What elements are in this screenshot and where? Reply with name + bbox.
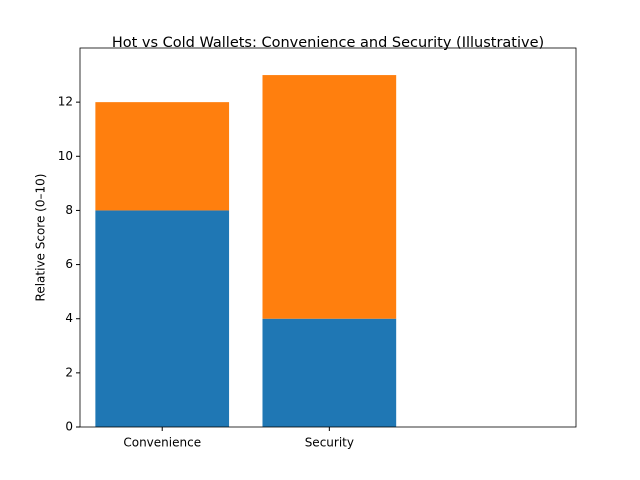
chart-title: Hot vs Cold Wallets: Convenience and Sec…: [112, 35, 544, 51]
y-axis-label: Relative Score (0–10): [34, 174, 48, 302]
y-tick-label: 10: [58, 149, 73, 163]
bar-segment: [95, 210, 230, 427]
x-tick-label: Security: [305, 436, 354, 450]
y-tick-label: 8: [65, 203, 73, 217]
bar-segment: [262, 318, 397, 427]
y-tick-label: 12: [58, 95, 73, 109]
y-tick-label: 0: [65, 420, 73, 434]
x-tick-label: Convenience: [123, 436, 201, 450]
bar-segment: [95, 102, 230, 211]
y-tick-label: 6: [65, 257, 73, 271]
plot-frame: [79, 47, 577, 428]
y-tick-label: 4: [65, 311, 73, 325]
y-tick-label: 2: [65, 365, 73, 379]
bar-segment: [262, 75, 397, 319]
